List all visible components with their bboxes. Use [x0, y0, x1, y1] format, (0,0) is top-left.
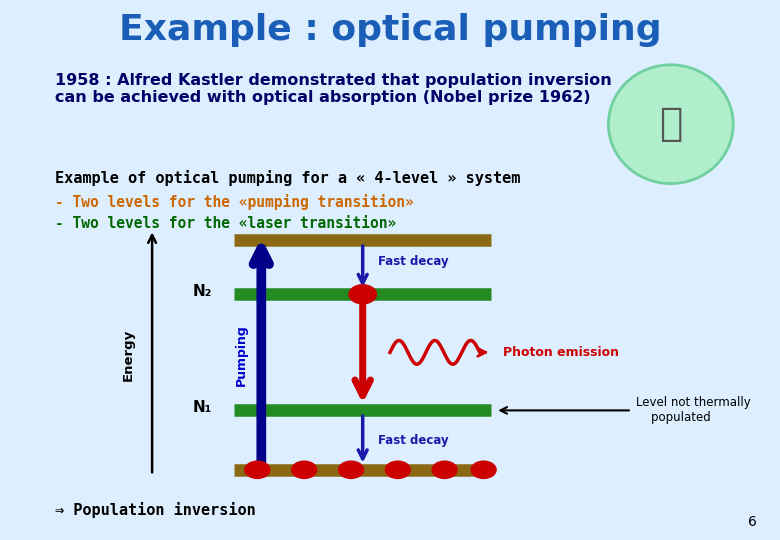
Text: Energy: Energy: [122, 329, 135, 381]
Circle shape: [385, 461, 410, 478]
Circle shape: [245, 461, 270, 478]
Circle shape: [432, 461, 457, 478]
Text: Level not thermally
    populated: Level not thermally populated: [636, 396, 750, 424]
Text: N₁: N₁: [193, 400, 212, 415]
Text: Fast decay: Fast decay: [378, 255, 448, 268]
Text: Fast decay: Fast decay: [378, 434, 448, 447]
Text: 1958 : Alfred Kastler demonstrated that population inversion
can be achieved wit: 1958 : Alfred Kastler demonstrated that …: [55, 73, 612, 105]
Text: Photon emission: Photon emission: [503, 346, 619, 359]
Text: ⇒ Population inversion: ⇒ Population inversion: [55, 502, 255, 518]
Text: - Two levels for the «laser transition»: - Two levels for the «laser transition»: [55, 216, 396, 231]
Circle shape: [349, 285, 377, 304]
Circle shape: [471, 461, 496, 478]
Text: Pumping: Pumping: [236, 324, 248, 386]
Circle shape: [292, 461, 317, 478]
Circle shape: [339, 461, 363, 478]
Ellipse shape: [608, 65, 733, 184]
Text: 👤: 👤: [659, 105, 682, 143]
Text: N₂: N₂: [193, 284, 212, 299]
Text: - Two levels for the «pumping transition»: - Two levels for the «pumping transition…: [55, 194, 413, 211]
Text: Example of optical pumping for a « 4-level » system: Example of optical pumping for a « 4-lev…: [55, 170, 520, 186]
Text: 6: 6: [748, 515, 757, 529]
Text: Example : optical pumping: Example : optical pumping: [119, 13, 661, 46]
